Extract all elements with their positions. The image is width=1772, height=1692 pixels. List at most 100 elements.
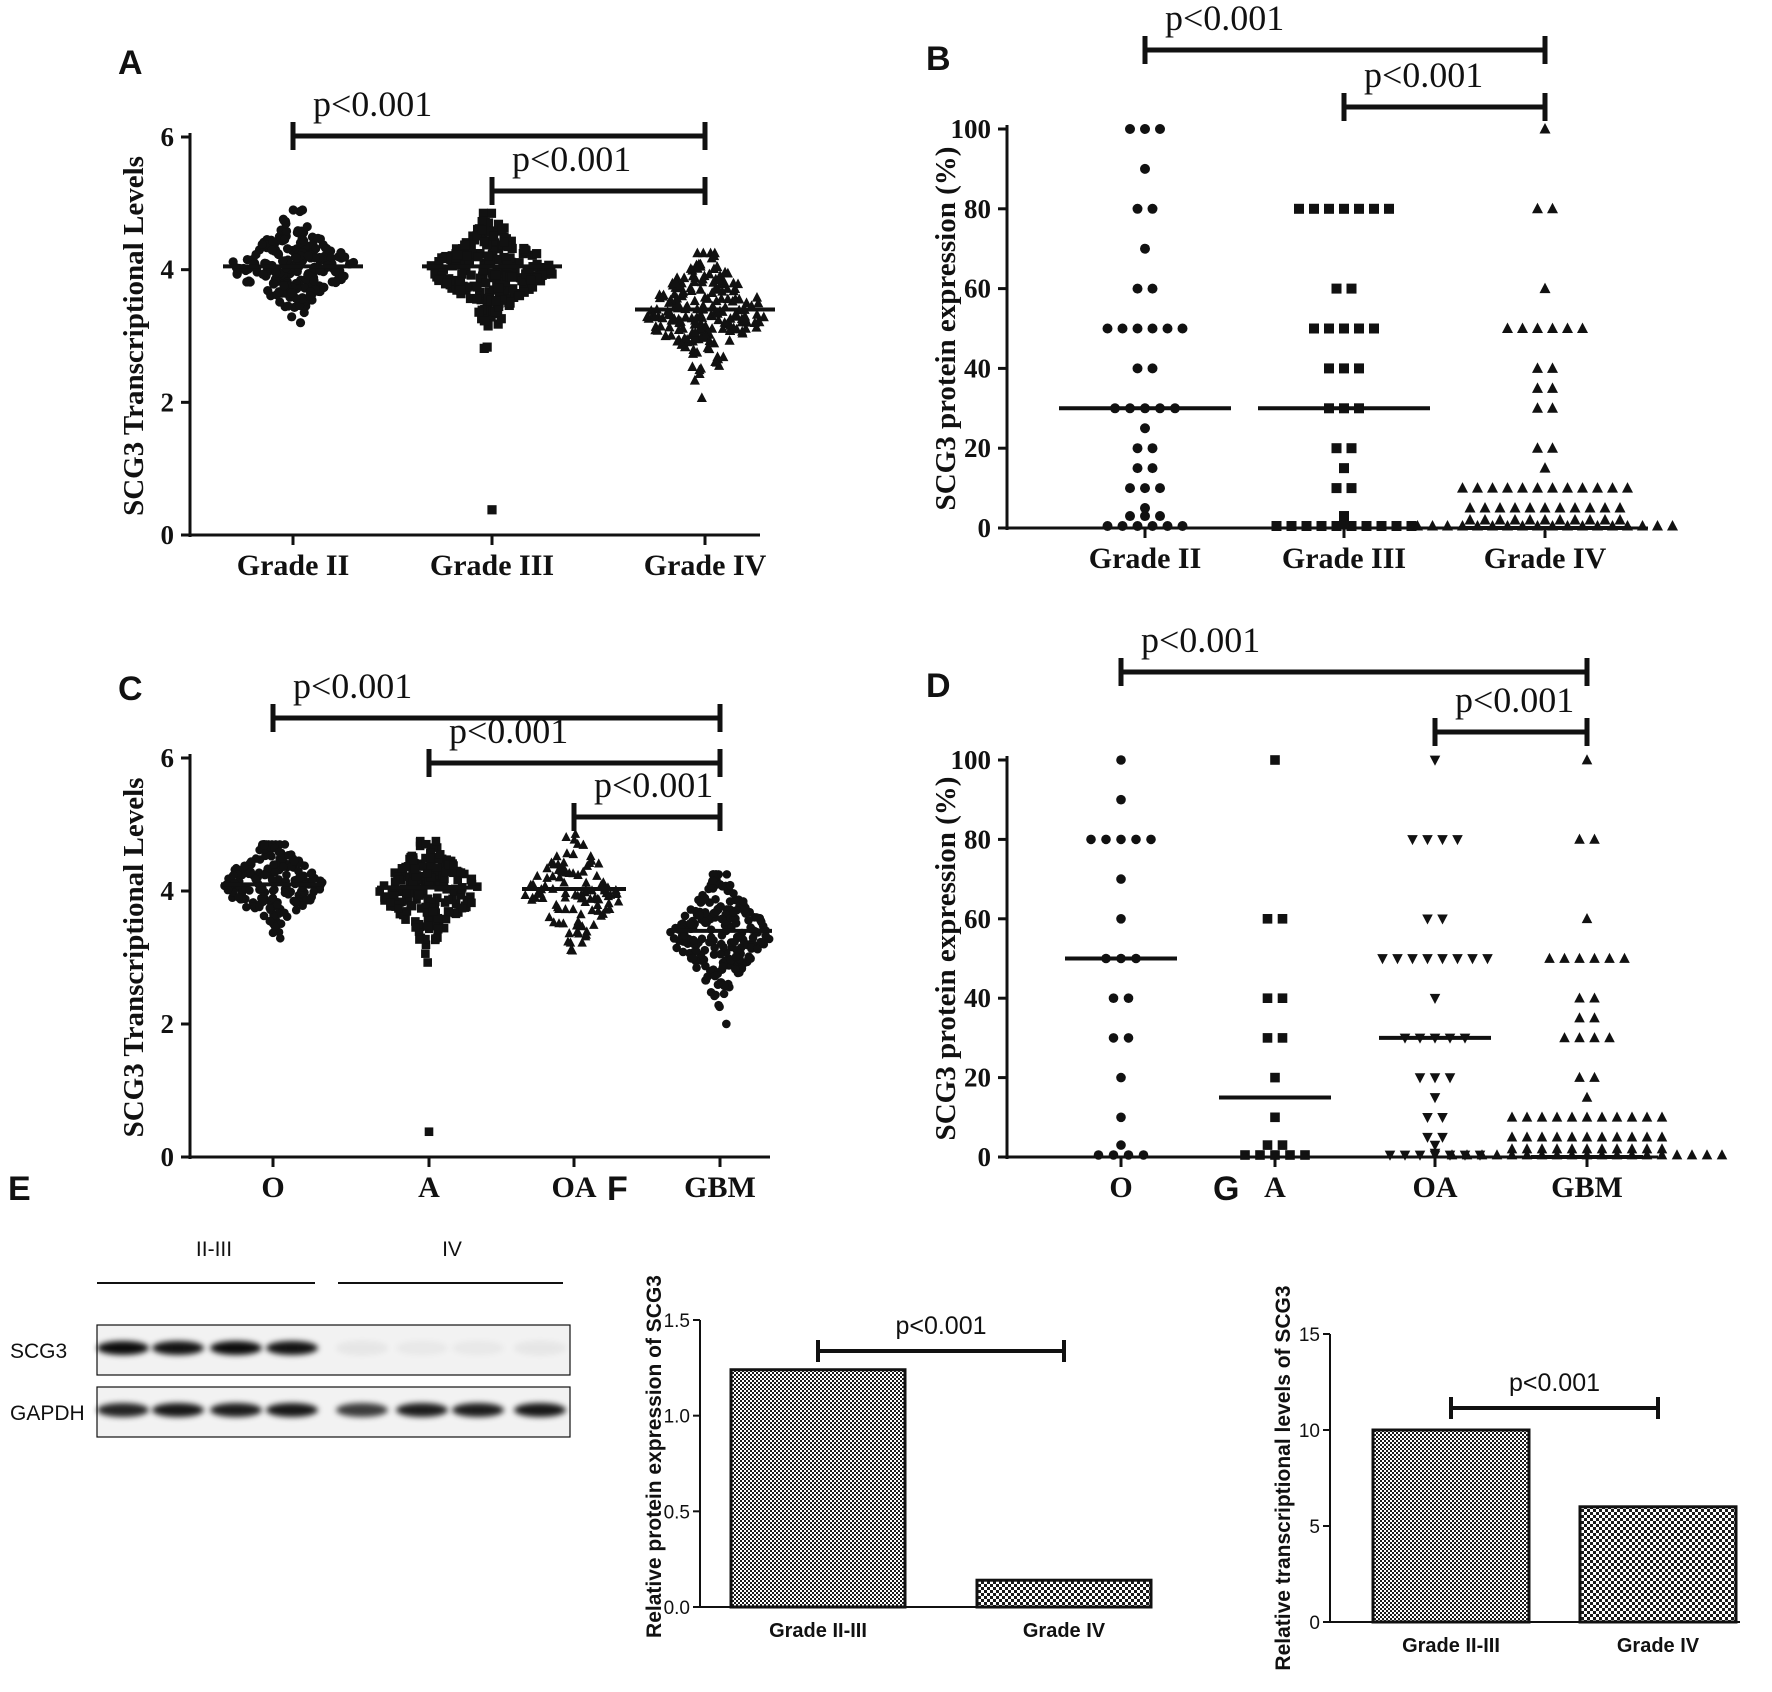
- data-point: [397, 864, 407, 873]
- data-point: [1132, 283, 1143, 294]
- data-point: [1506, 1149, 1518, 1160]
- blot-band: [396, 1403, 448, 1417]
- data-point: [507, 243, 517, 254]
- data-point: [1429, 1148, 1441, 1159]
- data-point: [442, 253, 452, 264]
- data-point: [1123, 1150, 1134, 1160]
- data-point: [677, 288, 688, 298]
- data-point: [482, 342, 492, 352]
- data-point: [1155, 124, 1165, 134]
- x-tick-label: GBM: [684, 1171, 756, 1204]
- data-point: [1461, 1149, 1473, 1160]
- data-point: [246, 867, 256, 877]
- data-point: [479, 237, 489, 247]
- data-point: [1271, 521, 1282, 531]
- data-point: [538, 892, 548, 903]
- blot-band: [336, 1341, 388, 1355]
- data-point: [483, 218, 494, 228]
- data-point: [1544, 952, 1555, 963]
- data-point: [737, 964, 747, 973]
- data-point: [466, 270, 476, 280]
- data-point: [1339, 511, 1349, 522]
- data-point: [1116, 1072, 1126, 1083]
- data-point: [677, 323, 688, 333]
- data-point: [1147, 521, 1158, 531]
- data-point: [496, 314, 506, 324]
- blot-band: [152, 1341, 204, 1355]
- data-point: [1607, 482, 1618, 493]
- data-points: [220, 828, 774, 1137]
- data-point: [423, 958, 432, 967]
- data-point: [1369, 203, 1379, 214]
- data-point: [703, 972, 712, 981]
- data-point: [315, 266, 325, 276]
- comparison-bracket: p<0.001: [816, 1312, 1066, 1362]
- data-point: [554, 872, 565, 882]
- data-point: [1301, 521, 1312, 531]
- blot-band: [514, 1403, 566, 1417]
- data-point: [1331, 521, 1342, 531]
- data-point: [268, 886, 278, 895]
- data-point: [586, 851, 596, 861]
- data-point: [731, 323, 742, 334]
- x-tick-label: Grade III: [1282, 542, 1406, 575]
- data-point: [418, 862, 427, 871]
- blot-band: [97, 1403, 149, 1417]
- data-point: [295, 318, 306, 328]
- data-point: [1339, 463, 1349, 474]
- data-point: [731, 918, 741, 928]
- data-point: [311, 244, 321, 254]
- y-tick-label: 0.0: [664, 1598, 690, 1619]
- data-point: [1652, 520, 1663, 531]
- panel-letter-b: B: [926, 40, 951, 78]
- data-point: [566, 945, 576, 955]
- y-tick-label: 20: [964, 433, 991, 463]
- data-points: [1102, 123, 1678, 531]
- data-point: [1147, 323, 1158, 334]
- data-point: [1262, 1033, 1273, 1043]
- data-point: [1123, 993, 1134, 1003]
- data-point: [296, 872, 305, 882]
- data-point: [1331, 283, 1342, 294]
- data-point: [1577, 482, 1588, 493]
- data-point: [1369, 323, 1379, 334]
- data-point: [1611, 1111, 1623, 1122]
- data-point: [1547, 382, 1558, 393]
- data-point: [1554, 502, 1566, 513]
- data-point: [1123, 1033, 1134, 1043]
- data-point: [576, 889, 587, 899]
- data-point: [695, 362, 706, 373]
- data-point: [593, 858, 604, 868]
- y-tick-label: 0: [978, 513, 992, 543]
- data-point: [1262, 914, 1273, 924]
- data-point: [1384, 203, 1394, 214]
- data-point: [581, 877, 591, 887]
- panel-letter-f: F: [607, 1170, 628, 1208]
- data-point: [587, 905, 597, 915]
- data-point: [1116, 1140, 1126, 1150]
- data-point: [291, 905, 301, 915]
- data-point: [580, 896, 590, 907]
- data-point: [729, 889, 738, 898]
- data-point: [577, 937, 587, 947]
- data-point: [1581, 913, 1593, 924]
- data-point: [455, 277, 466, 288]
- data-point: [1626, 1111, 1638, 1122]
- data-point: [426, 848, 435, 858]
- data-point: [462, 902, 471, 912]
- data-point: [532, 273, 542, 283]
- data-point: [710, 943, 719, 953]
- data-point: [1437, 1132, 1448, 1143]
- data-point: [1339, 203, 1349, 214]
- blot-band: [452, 1403, 504, 1417]
- data-point: [1506, 1111, 1518, 1122]
- data-point: [1147, 463, 1158, 474]
- data-point: [1101, 834, 1111, 845]
- data-point: [730, 283, 741, 294]
- data-point: [1277, 1033, 1288, 1043]
- data-point: [649, 311, 661, 322]
- data-point: [1132, 363, 1143, 374]
